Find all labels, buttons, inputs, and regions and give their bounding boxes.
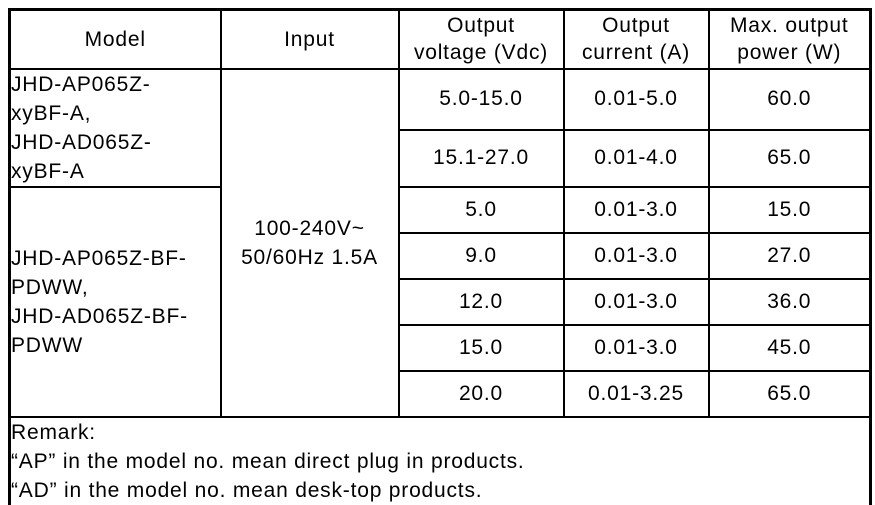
col-header-model: Model bbox=[8, 8, 222, 70]
output-voltage-value: 12.0 bbox=[397, 277, 565, 326]
remark-row: Remark: “AP” in the model no. mean direc… bbox=[8, 415, 872, 505]
output-voltage-value: 9.0 bbox=[397, 231, 565, 280]
header-row: Model Input Output voltage (Vdc) Output … bbox=[8, 8, 872, 70]
output-current-value: 0.01-4.0 bbox=[562, 129, 710, 188]
output-voltage-value: 15.1-27.0 bbox=[397, 129, 565, 188]
output-voltage-value: 5.0 bbox=[397, 185, 565, 234]
data-row-6: 15.0 0.01-3.0 45.0 bbox=[10, 323, 872, 372]
output-voltage-value: 5.0-15.0 bbox=[397, 67, 565, 132]
max-power-value: 60.0 bbox=[707, 67, 872, 132]
data-row-4: 9.0 0.01-3.0 27.0 bbox=[10, 231, 872, 280]
remark-line-ap: “AP” in the model no. mean direct plug i… bbox=[11, 449, 525, 473]
output-voltage-value: 20.0 bbox=[397, 369, 565, 418]
col-header-input: Input bbox=[219, 8, 400, 70]
remark-title: Remark: bbox=[11, 420, 96, 444]
max-power-value: 45.0 bbox=[707, 323, 872, 372]
max-power-value: 15.0 bbox=[707, 185, 872, 234]
output-voltage-value: 15.0 bbox=[397, 323, 565, 372]
model-group-pdww-cell: JHD-AP065Z-BF- PDWW, JHD-AD065Z-BF- PDWW bbox=[8, 185, 222, 418]
output-current-value: 0.01-3.0 bbox=[562, 231, 710, 280]
output-current-value: 0.01-5.0 bbox=[562, 67, 710, 132]
max-power-value: 36.0 bbox=[707, 277, 872, 326]
data-row-2: 15.1-27.0 0.01-4.0 65.0 bbox=[10, 129, 872, 188]
data-row-3: JHD-AP065Z-BF- PDWW, JHD-AD065Z-BF- PDWW… bbox=[8, 185, 872, 418]
power-spec-table: Model Input Output voltage (Vdc) Output … bbox=[8, 8, 872, 505]
output-current-value: 0.01-3.25 bbox=[562, 369, 710, 418]
output-current-value: 0.01-3.0 bbox=[562, 185, 710, 234]
remark-line-ad: “AD” in the model no. mean desk-top prod… bbox=[11, 478, 483, 502]
data-row-7: 20.0 0.01-3.25 65.0 bbox=[10, 369, 872, 418]
col-header-max-output-power: Max. output power (W) bbox=[707, 8, 872, 70]
max-power-value: 65.0 bbox=[707, 369, 872, 418]
data-row-1: JHD-AP065Z- xyBF-A, JHD-AD065Z- xyBF-A 1… bbox=[8, 67, 872, 418]
max-power-value: 27.0 bbox=[707, 231, 872, 280]
input-value-cell: 100-240V~ 50/60Hz 1.5A bbox=[219, 67, 400, 418]
model-group-xybf-cell: JHD-AP065Z- xyBF-A, JHD-AD065Z- xyBF-A bbox=[8, 67, 222, 188]
output-current-value: 0.01-3.0 bbox=[562, 323, 710, 372]
data-row-5: 12.0 0.01-3.0 36.0 bbox=[10, 277, 872, 326]
col-header-output-voltage: Output voltage (Vdc) bbox=[397, 8, 565, 70]
max-power-value: 65.0 bbox=[707, 129, 872, 188]
col-header-output-current: Output current (A) bbox=[562, 8, 710, 70]
output-current-value: 0.01-3.0 bbox=[562, 277, 710, 326]
remark-cell: Remark: “AP” in the model no. mean direc… bbox=[8, 415, 872, 505]
